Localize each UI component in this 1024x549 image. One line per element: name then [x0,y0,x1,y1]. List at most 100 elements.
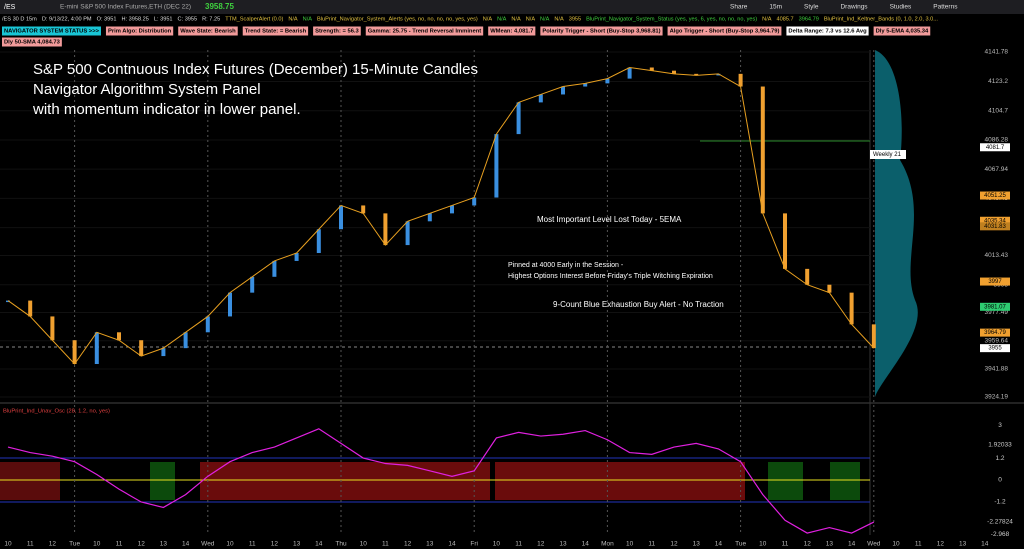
toolbar-button[interactable]: Drawings [840,4,868,11]
osc-zone [0,462,60,500]
time-label: 12 [49,541,57,548]
price-badge-label: 4035.34 [984,218,1006,224]
weekly-label: Weekly 21 [873,152,902,158]
toolbar-button[interactable]: Share [730,4,748,11]
osc-tick-label: 3 [998,422,1002,429]
status-tag [540,26,663,36]
candle [827,284,832,293]
status-tag-text: Delta Range: 7.3 vs 12.6 Avg [788,29,867,35]
time-label: 11 [382,541,389,548]
price-badge [980,344,1010,353]
last-price: 3958.75 [205,2,234,11]
study-info: N/A [540,16,550,22]
time-label: 12 [937,541,945,548]
study-info: N/A [511,16,521,22]
candle [516,102,521,135]
time-label: 12 [670,541,678,548]
price-badge-label: 3955 [988,346,1002,352]
time-label: 14 [981,541,989,548]
time-label: Thu [335,541,347,548]
study-info: N/A [483,16,493,22]
annotation: 9-Count Blue Exhaustion Buy Alert - No T… [553,300,724,309]
status-tag-text: Dly 5-EMA 4,035.34 [876,29,929,35]
study-info: N/A [762,16,772,22]
weekly-badge [870,150,906,159]
candle [672,70,676,74]
time-label: 10 [226,541,234,548]
price-tick-label: 3924.19 [985,394,1009,401]
osc-tick-label: -2.968 [991,531,1010,538]
candle [561,86,565,95]
study-info: D: 9/13/22, 4:00 PM [42,16,92,22]
toolbar-button[interactable]: Patterns [933,4,958,11]
osc-tick-label: 1.92033 [988,442,1012,449]
toolbar-button[interactable]: 15m [769,4,782,11]
osc-zone [495,462,745,500]
study-info: L: 3951 [154,16,173,22]
toolbar-button[interactable]: Studies [890,4,912,11]
time-label: 10 [892,541,900,548]
study-info: 4085.7 [776,16,793,22]
price-tick-label: 4123.2 [988,78,1008,85]
status-tag-text: Wave State: Bearish [180,29,236,35]
time-label: 12 [138,541,146,548]
status-tag-text: Algo Trigger - Short (Buy-Stop 3,964.79) [670,29,780,35]
candle [183,332,188,349]
price-badge-label: 4051.25 [984,193,1006,199]
status-tag-text: Prim Algo: Distribution [108,29,172,35]
candle [250,276,255,293]
candle [716,73,721,76]
price-badge [980,328,1010,337]
time-label: 14 [848,541,856,548]
time-label: 13 [959,541,967,548]
annotation: Highest Options Interest Before Friday's… [508,273,713,280]
osc-header: BluPrint_Ind_Unav_Osc (28, 1.2, no, yes) [3,409,110,415]
volume-profile [875,50,918,397]
time-label: Mon [601,541,614,548]
status-tag-text: Gamma: 25.75 - Trend Reversal Imminent [368,29,481,35]
study-info: BluPrint_Navigator_System_Status (yes, y… [586,16,757,22]
price-tick-label: 3941.88 [985,366,1009,373]
candle [805,268,810,285]
time-label: Fri [470,541,478,548]
study-info: C: 3955 [178,16,198,22]
study-info: TTM_ScalperAlert (0.0) [225,16,283,22]
osc-tick-label: 0 [998,477,1002,484]
candle [339,205,343,230]
price-badge-label: 4031.83 [984,224,1006,230]
time-label: Wed [201,541,215,548]
status-tag-text: WMean: 4,081.7 [490,29,533,35]
time-label: 14 [582,541,590,548]
toolbar [0,0,1024,14]
study-info: N/A [288,16,298,22]
candle [272,260,277,277]
price-tick-label: 4013.43 [985,252,1009,259]
candle [161,348,166,357]
study-info: R: 7.25 [202,16,220,22]
candle [205,316,210,333]
time-label: 13 [693,541,701,548]
price-line [7,66,875,365]
candle [538,94,543,103]
toolbar-button[interactable]: Style [804,4,819,11]
time-label: 10 [626,541,634,548]
price-badge [980,191,1010,200]
time-label: 14 [182,541,190,548]
candle [117,332,121,341]
candle [694,73,699,76]
time-label: 10 [493,541,501,548]
candle [228,292,232,317]
price-tick-label: 4141.78 [985,49,1009,56]
study-info: BluPrint_Ind_Keltner_Bands (0, 1.0, 2.0,… [824,16,939,22]
candle [494,134,499,198]
price-badge [980,143,1010,152]
candle [383,213,388,246]
candle [405,221,410,246]
osc-tick-label: -1.2 [994,499,1006,506]
price-tick-label: 3959.64 [985,338,1009,345]
annotation: Pinned at 4000 Early in the Session - [508,262,624,269]
study-info: N/A [497,16,507,22]
time-label: 10 [93,541,101,548]
